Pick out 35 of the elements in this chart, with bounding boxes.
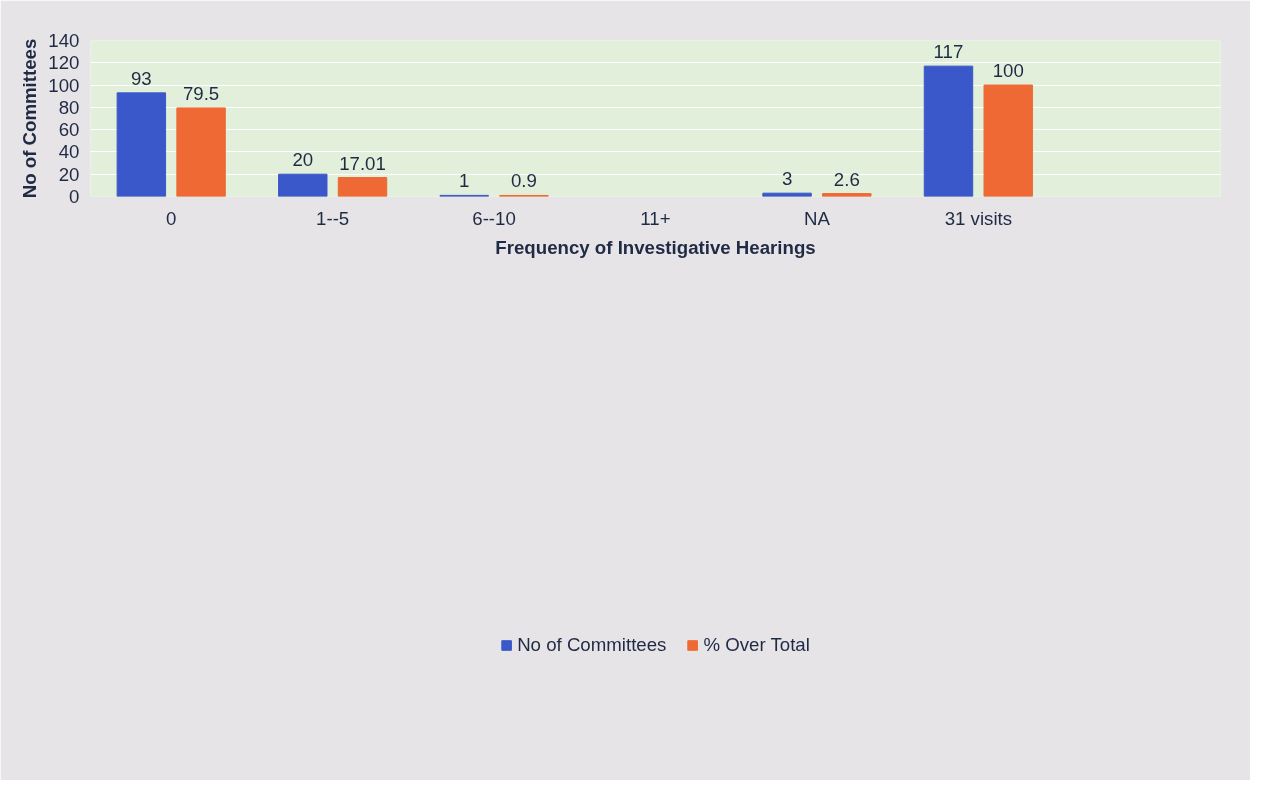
x-axis-title: Frequency of Investigative Hearings [495,236,816,258]
x-tick-label: 6--10 [472,207,516,229]
data-label: 20 [292,149,314,171]
y-tick-label: 80 [58,96,80,118]
data-label: 100 [992,60,1024,82]
y-axis-title: No of Committees [19,38,41,199]
x-tick-label: 31 visits [944,207,1013,229]
bar [337,177,388,197]
y-tick-label: 20 [58,163,80,185]
data-label: 17.01 [339,152,386,174]
y-tick-label: 40 [58,141,80,163]
data-label: 1 [459,170,470,192]
x-tick-label: 1--5 [316,207,350,229]
data-label: 3 [781,168,793,190]
y-tick-label: 100 [48,74,80,96]
y-tick-label: 0 [69,186,80,207]
data-label: 79.5 [182,82,220,104]
y-tick-label: 60 [58,119,80,141]
bar [116,92,167,197]
y-tick-label: 120 [48,52,80,74]
data-label: 93 [130,67,152,89]
bar [278,173,328,197]
bar [822,193,872,197]
x-tick-label: 11+ [640,207,671,229]
bar [923,65,974,197]
legend-label: % Over Total [703,633,810,656]
data-label: 2.6 [833,168,860,190]
data-label: 117 [933,41,964,63]
legend-label: No of Committees [517,633,667,656]
x-tick-label: 0 [166,207,177,229]
y-tick-label: 140 [48,30,80,51]
bar [176,107,226,197]
x-tick-label: NA [803,207,831,229]
bar [983,84,1033,197]
data-label: 0.9 [510,170,537,192]
